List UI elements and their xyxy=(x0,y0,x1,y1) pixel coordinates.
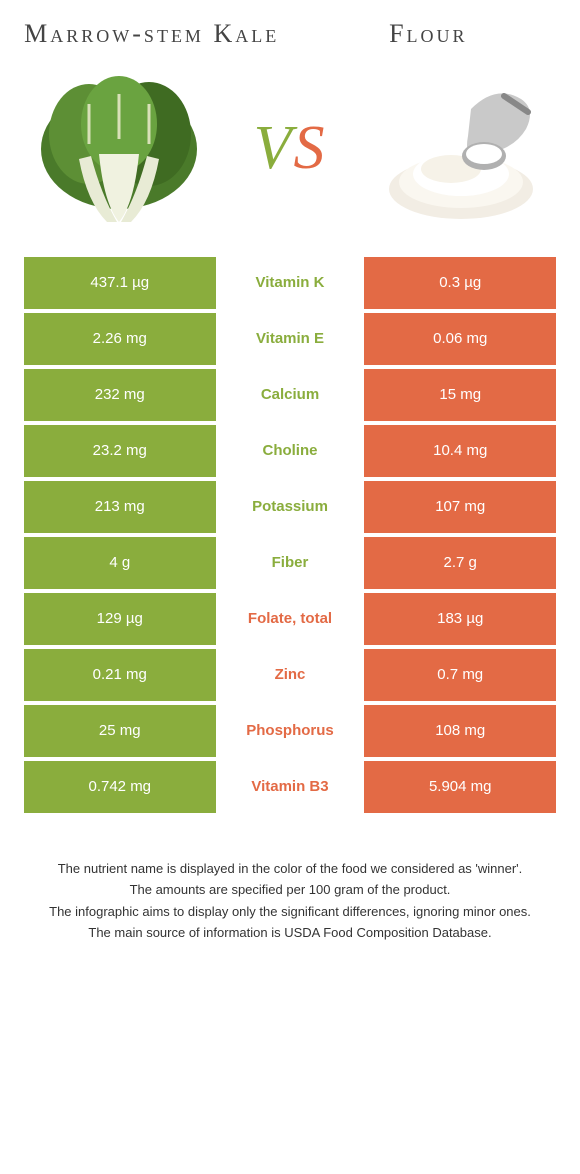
right-value: 0.06 mg xyxy=(364,313,556,365)
right-value: 108 mg xyxy=(364,705,556,757)
header-row: Marrow-stem Kale Flour xyxy=(24,20,556,49)
nutrient-name: Phosphorus xyxy=(216,705,365,757)
footer-notes: The nutrient name is displayed in the co… xyxy=(24,859,556,943)
food-left-title: Marrow-stem Kale xyxy=(24,20,279,49)
left-value: 25 mg xyxy=(24,705,216,757)
left-value: 2.26 mg xyxy=(24,313,216,365)
nutrient-name: Vitamin B3 xyxy=(216,761,365,813)
left-value: 437.1 µg xyxy=(24,257,216,309)
right-value: 0.3 µg xyxy=(364,257,556,309)
vs-label: VS xyxy=(254,113,327,184)
left-value: 4 g xyxy=(24,537,216,589)
food-right-title: Flour xyxy=(301,20,556,49)
table-row: 213 mgPotassium107 mg xyxy=(24,481,556,533)
right-value: 2.7 g xyxy=(364,537,556,589)
table-row: 0.21 mgZinc0.7 mg xyxy=(24,649,556,701)
footer-line-3: The infographic aims to display only the… xyxy=(34,902,546,922)
table-row: 4 gFiber2.7 g xyxy=(24,537,556,589)
nutrient-name: Vitamin K xyxy=(216,257,365,309)
nutrient-table: 437.1 µgVitamin K0.3 µg2.26 mgVitamin E0… xyxy=(24,257,556,813)
infographic-container: Marrow-stem Kale Flour VS xyxy=(0,0,580,965)
left-value: 129 µg xyxy=(24,593,216,645)
left-value: 213 mg xyxy=(24,481,216,533)
left-value: 232 mg xyxy=(24,369,216,421)
left-value: 0.21 mg xyxy=(24,649,216,701)
vs-v: V xyxy=(254,114,294,182)
nutrient-name: Potassium xyxy=(216,481,365,533)
footer-line-1: The nutrient name is displayed in the co… xyxy=(34,859,546,879)
nutrient-name: Calcium xyxy=(216,369,365,421)
left-value: 0.742 mg xyxy=(24,761,216,813)
table-row: 437.1 µgVitamin K0.3 µg xyxy=(24,257,556,309)
nutrient-name: Vitamin E xyxy=(216,313,365,365)
left-value: 23.2 mg xyxy=(24,425,216,477)
table-row: 25 mgPhosphorus108 mg xyxy=(24,705,556,757)
nutrient-name: Fiber xyxy=(216,537,365,589)
right-value: 183 µg xyxy=(364,593,556,645)
table-row: 2.26 mgVitamin E0.06 mg xyxy=(24,313,556,365)
nutrient-name: Choline xyxy=(216,425,365,477)
right-value: 15 mg xyxy=(364,369,556,421)
footer-line-2: The amounts are specified per 100 gram o… xyxy=(34,880,546,900)
right-value: 5.904 mg xyxy=(364,761,556,813)
nutrient-name: Folate, total xyxy=(216,593,365,645)
table-row: 129 µgFolate, total183 µg xyxy=(24,593,556,645)
images-row: VS xyxy=(24,69,556,229)
table-row: 0.742 mgVitamin B35.904 mg xyxy=(24,761,556,813)
right-value: 10.4 mg xyxy=(364,425,556,477)
right-value: 0.7 mg xyxy=(364,649,556,701)
flour-image xyxy=(366,69,556,229)
vs-s: S xyxy=(293,114,326,182)
right-value: 107 mg xyxy=(364,481,556,533)
footer-line-4: The main source of information is USDA F… xyxy=(34,923,546,943)
kale-image xyxy=(24,69,214,229)
nutrient-name: Zinc xyxy=(216,649,365,701)
table-row: 232 mgCalcium15 mg xyxy=(24,369,556,421)
table-row: 23.2 mgCholine10.4 mg xyxy=(24,425,556,477)
